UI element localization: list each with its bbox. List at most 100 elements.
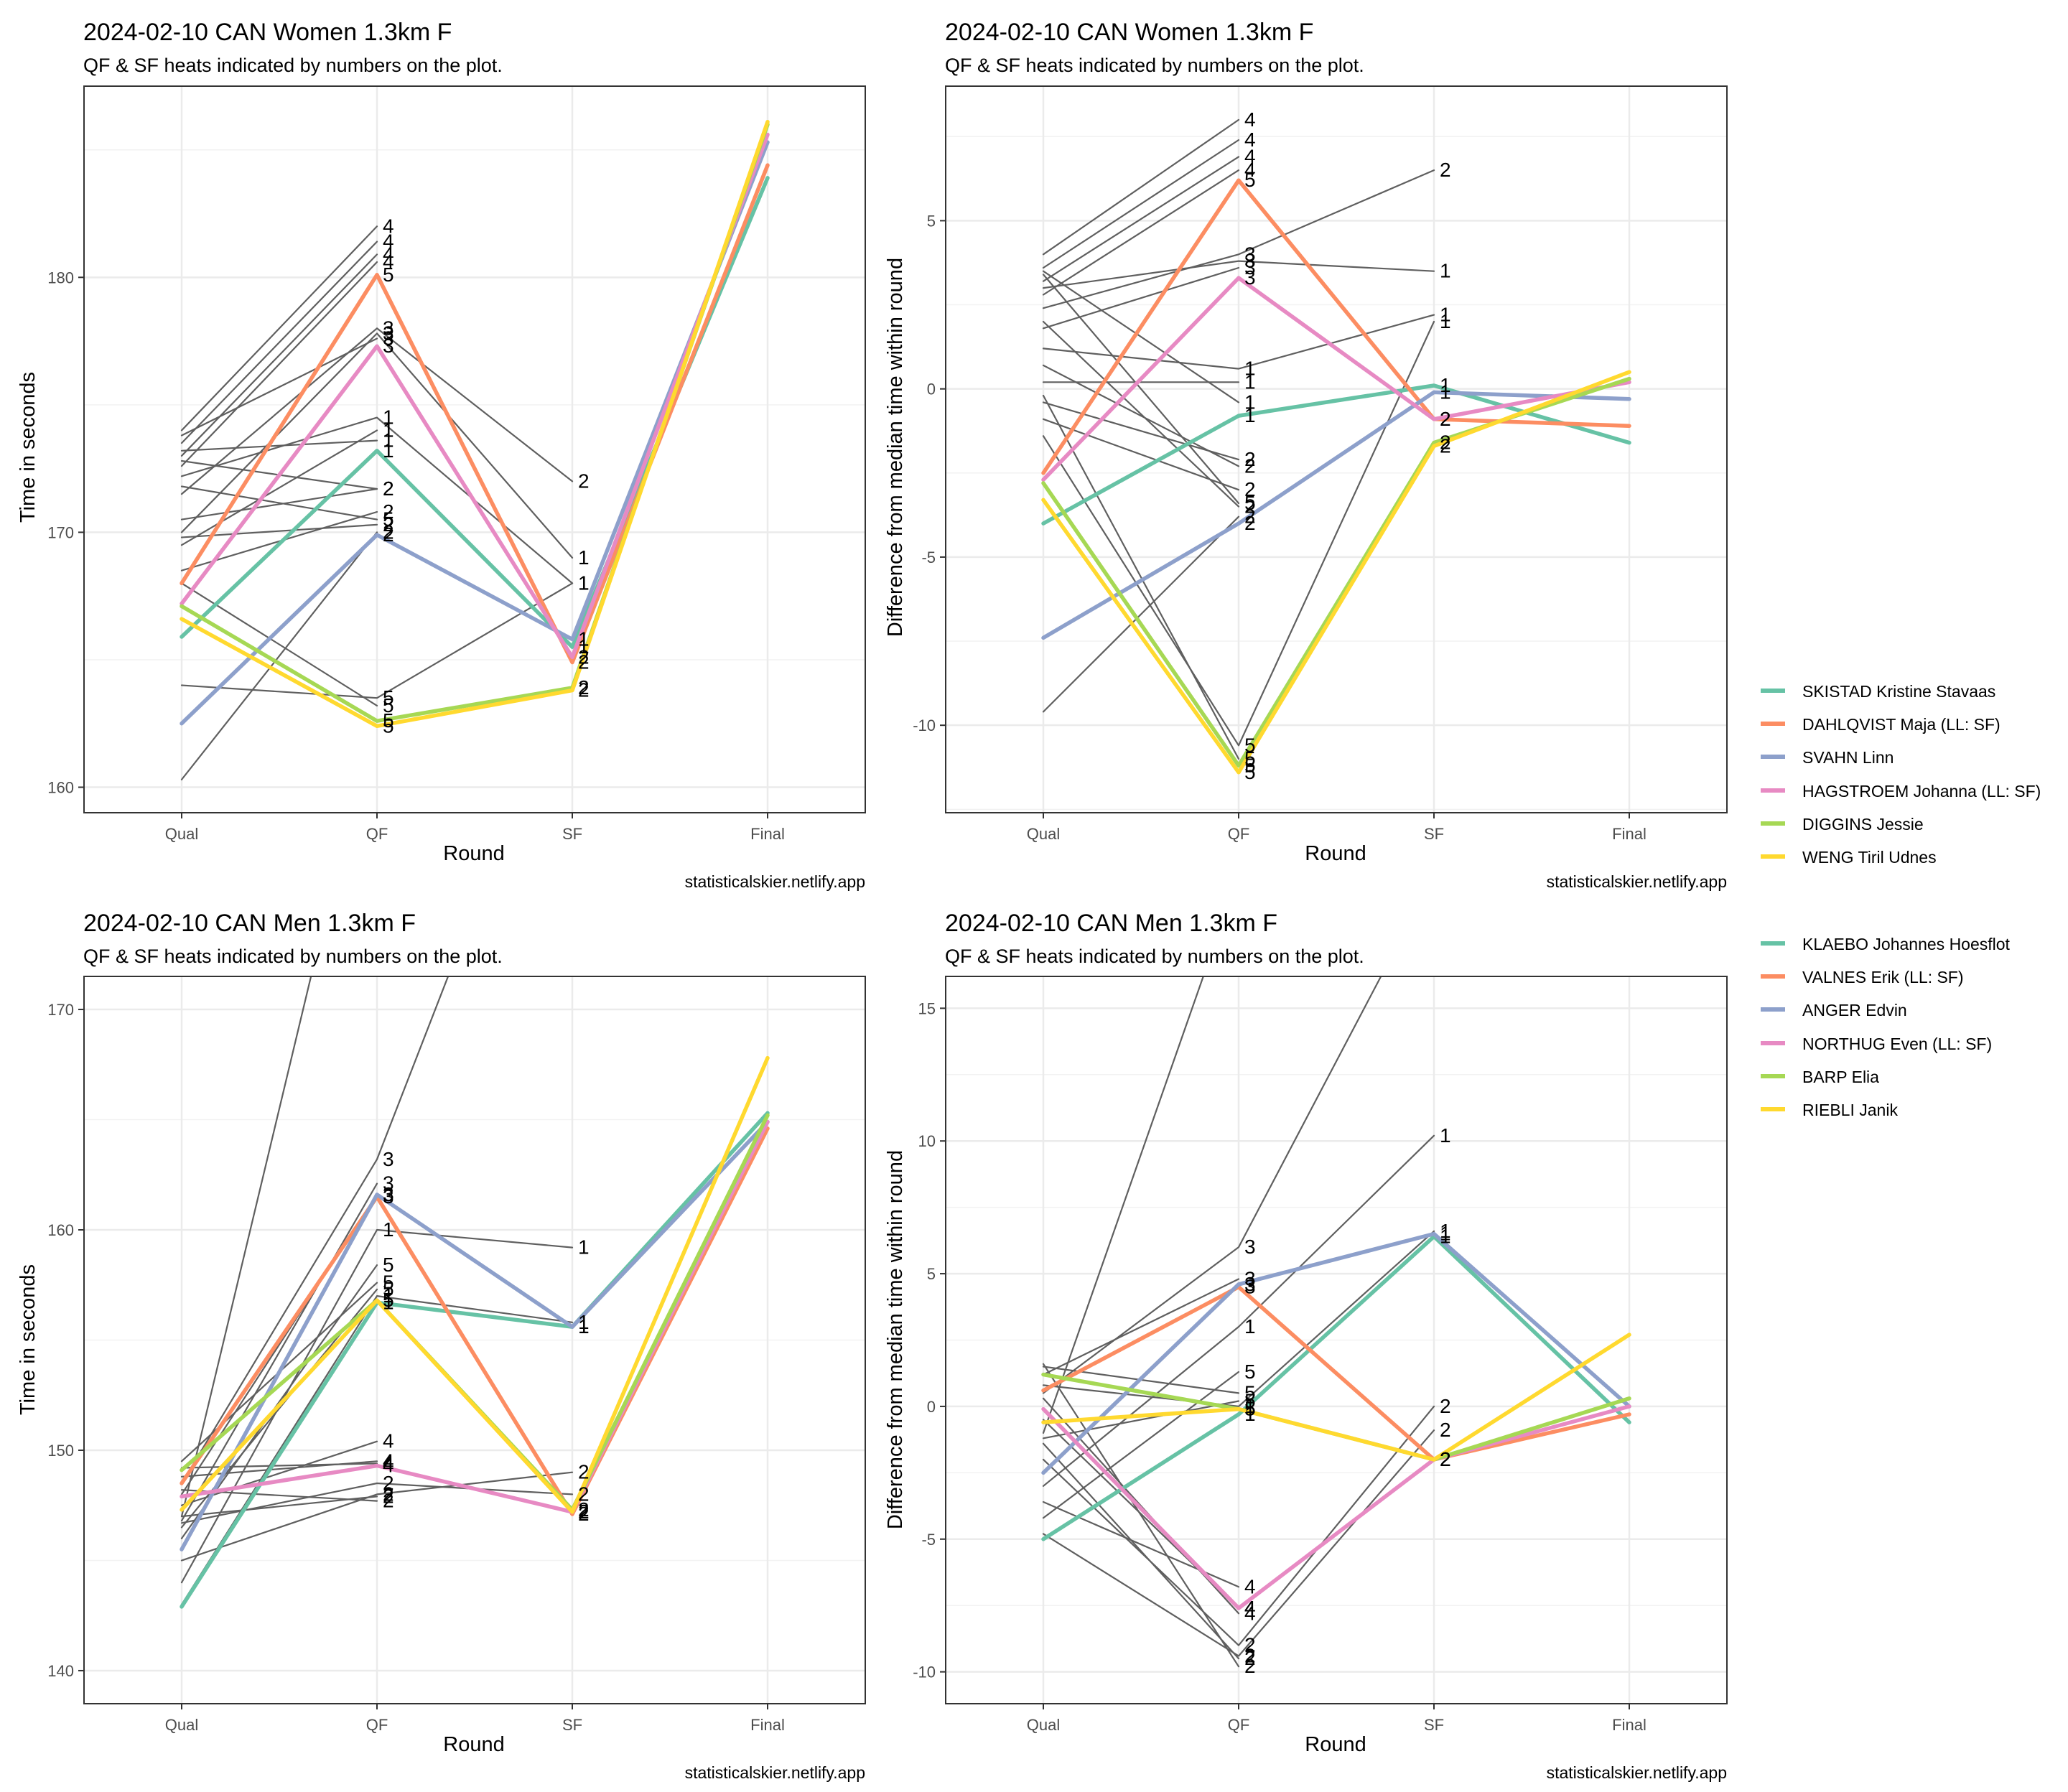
- panel-subtitle: QF & SF heats indicated by numbers on th…: [83, 946, 503, 967]
- heat-label: 5: [383, 1278, 394, 1300]
- athlete-line: [1041, 1231, 1631, 1475]
- heat-label: 2: [1244, 478, 1256, 500]
- heat-label: 2: [383, 1485, 394, 1507]
- y-tick-label: -10: [913, 1663, 936, 1681]
- heat-label: 3: [1244, 266, 1256, 289]
- panel-subtitle: QF & SF heats indicated by numbers on th…: [83, 55, 503, 76]
- panel-border: [945, 85, 1728, 813]
- athlete-line: [1041, 1333, 1631, 1462]
- heat-label: 4: [383, 1450, 394, 1472]
- legend-item: DAHLQVIST Maja (LL: SF): [1761, 715, 2001, 734]
- other-athlete-line: [180, 1440, 378, 1506]
- x-tick-label: Qual: [1027, 825, 1060, 843]
- heat-label: 1: [1244, 1315, 1256, 1338]
- legend-label: SVAHN Linn: [1802, 748, 1894, 767]
- x-tick-label: SF: [1424, 825, 1444, 843]
- heat-label: 1: [1440, 1220, 1451, 1242]
- heat-label: 2: [1440, 434, 1451, 457]
- athlete-line: [1041, 1404, 1631, 1610]
- heat-label: 5: [1244, 169, 1256, 191]
- athlete-line: [180, 1126, 770, 1516]
- legend-item: RIEBLI Janik: [1761, 1101, 1898, 1119]
- heat-label: 1: [1244, 358, 1256, 380]
- other-athlete-line: [180, 531, 378, 780]
- legend-item: SKISTAD Kristine Stavaas: [1761, 682, 1995, 701]
- athlete-line: [1041, 1284, 1631, 1462]
- heat-label: 2: [1244, 505, 1256, 528]
- panel-women-time: 2024-02-10 CAN Women 1.3km F QF & SF hea…: [17, 19, 866, 891]
- heat-label: 1: [578, 1315, 590, 1338]
- heat-label: 3: [1244, 243, 1256, 265]
- x-tick-label: Qual: [165, 825, 198, 843]
- other-athlete-line: [180, 332, 574, 559]
- x-tick-label: QF: [1228, 1716, 1250, 1734]
- heat-label: 2: [578, 650, 590, 673]
- heat-label: 5: [1244, 1390, 1256, 1412]
- panel-border: [83, 976, 866, 1704]
- legend-label: HAGSTROEM Johanna (LL: SF): [1802, 782, 2041, 801]
- other-athlete-line: [180, 416, 574, 584]
- heat-label: 5: [1244, 1381, 1256, 1404]
- heat-label: 1: [383, 1218, 394, 1241]
- legend-men: KLAEBO Johannes Hoesflot VALNES Erik (LL…: [1761, 935, 2011, 1119]
- heat-label: 2: [578, 1461, 590, 1483]
- other-athlete-line: [180, 1228, 574, 1584]
- other-athlete-line: [180, 1462, 378, 1469]
- x-axis-title: Round: [443, 842, 504, 865]
- heat-label: 1: [1244, 404, 1256, 426]
- y-axis-title: Time in seconds: [17, 372, 39, 523]
- panel-border: [83, 85, 866, 813]
- heat-label: 5: [1244, 1398, 1256, 1420]
- heat-label: 3: [1244, 1267, 1256, 1289]
- x-tick-label: QF: [366, 1716, 388, 1734]
- heat-label: 1: [578, 1315, 590, 1338]
- athlete-line: [1041, 390, 1631, 640]
- heat-label: 2: [578, 470, 590, 492]
- y-tick-label: 150: [47, 1442, 74, 1460]
- heat-label: 3: [1244, 250, 1256, 272]
- x-tick-label: SF: [1424, 1716, 1444, 1734]
- other-athlete-line: [180, 582, 574, 699]
- other-athlete-line: [1042, 1363, 1240, 1668]
- legend-label: SKISTAD Kristine Stavaas: [1802, 682, 1995, 701]
- heat-label: 3: [383, 1172, 394, 1195]
- heat-label: 1: [578, 1236, 590, 1259]
- legend-item: DIGGINS Jessie: [1761, 815, 1924, 834]
- legend-label: NORTHUG Even (LL: SF): [1802, 1035, 1992, 1053]
- other-athlete-line: [1042, 270, 1240, 403]
- athlete-line: [180, 1111, 770, 1609]
- other-athlete-line: [1042, 1442, 1240, 1660]
- heat-label: 2: [1244, 1655, 1256, 1677]
- other-athlete-line: [180, 1471, 574, 1562]
- other-athlete-line: [1042, 515, 1240, 713]
- heat-label: 1: [1244, 1403, 1256, 1425]
- other-athlete-line: [1042, 1371, 1240, 1519]
- heat-label: 5: [383, 1289, 394, 1311]
- heat-label: 3: [383, 1185, 394, 1208]
- other-athlete-line: [1042, 320, 1435, 747]
- heat-label: 2: [1440, 1395, 1451, 1417]
- other-athlete-line: [1042, 394, 1240, 760]
- other-athlete-line: [1042, 274, 1240, 505]
- other-athlete-line: [1042, 1230, 1435, 1407]
- legend-item: ANGER Edvin: [1761, 1001, 1907, 1019]
- other-athlete-line: [1042, 169, 1435, 309]
- heat-label: 2: [1244, 512, 1256, 534]
- heat-label: 3: [1244, 1276, 1256, 1298]
- heat-label: 3: [383, 1183, 394, 1205]
- heat-label: 2: [578, 1503, 590, 1525]
- heat-label: 2: [578, 679, 590, 701]
- heat-label: 2: [383, 477, 394, 500]
- legend-item: HAGSTROEM Johanna (LL: SF): [1761, 782, 2041, 801]
- other-athlete-line: [1042, 139, 1240, 269]
- y-tick-label: 0: [927, 381, 936, 398]
- heat-label: 1: [578, 635, 590, 658]
- other-athlete-line: [180, 439, 378, 452]
- heat-label: 4: [1244, 145, 1256, 167]
- other-athlete-line: [1042, 266, 1240, 330]
- x-tick-label: SF: [562, 1716, 582, 1734]
- heat-label: 1: [1440, 304, 1451, 326]
- y-tick-label: -5: [921, 549, 936, 566]
- heat-label: 5: [383, 694, 394, 717]
